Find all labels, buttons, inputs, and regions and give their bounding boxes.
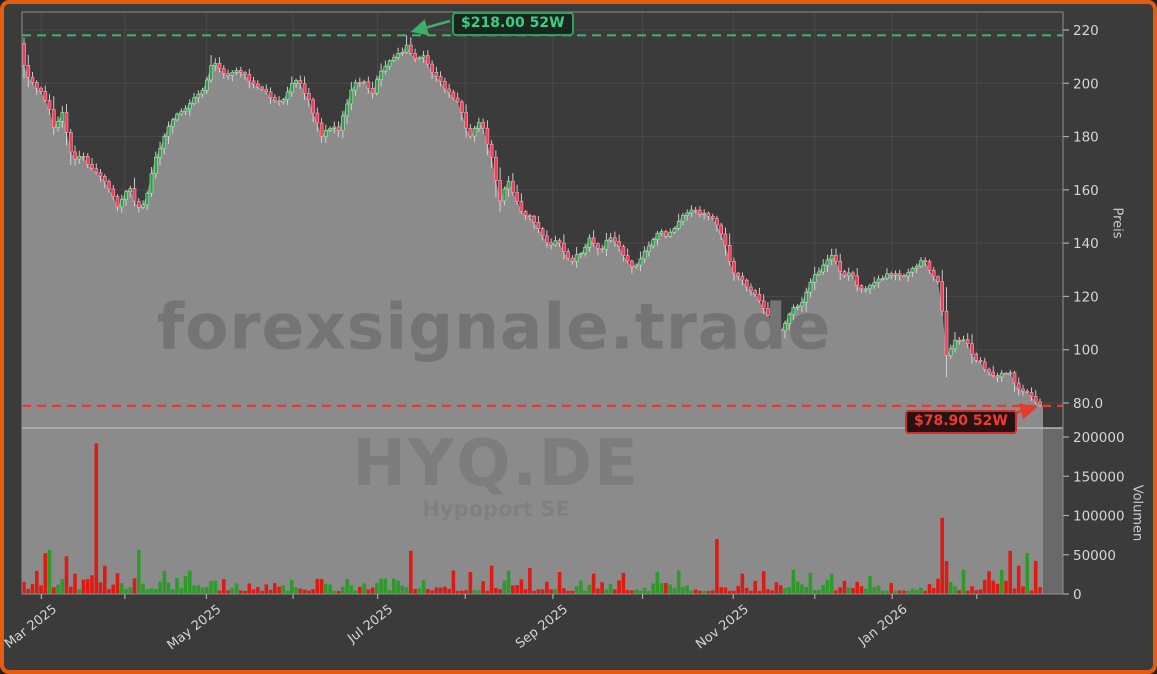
volume-axis-title: Volumen (1129, 484, 1145, 542)
axis-tick-label: 180 (1073, 130, 1099, 146)
axis-tick-label: 220 (1073, 23, 1099, 39)
high-arrow (410, 19, 451, 36)
axis-tick-label: 200 (1073, 76, 1099, 92)
axis-tick-label: 160 (1073, 183, 1099, 199)
price-axis-title: Preis (1109, 207, 1125, 239)
low-52w-label: $78.90 52W (905, 410, 1017, 434)
axis-tick-label: 0 (1073, 587, 1082, 603)
axis-tick-label: 100000 (1073, 509, 1125, 525)
axis-tick-label: 80.0 (1073, 396, 1103, 412)
axis-tick-label: 200000 (1073, 430, 1125, 446)
axis-tick-label: 140 (1073, 236, 1099, 252)
axis-tick-label: 100 (1073, 343, 1099, 359)
axis-tick-label: 120 (1073, 289, 1099, 305)
high-52w-label: $218.00 52W (452, 12, 574, 36)
axis-tick-label: 50000 (1073, 548, 1116, 564)
price-volume-chart[interactable]: 220 200 180 160 140 120 100 80.0 200000 150000 100… (4, 4, 1153, 670)
axis-tick-label: 150000 (1073, 469, 1125, 485)
